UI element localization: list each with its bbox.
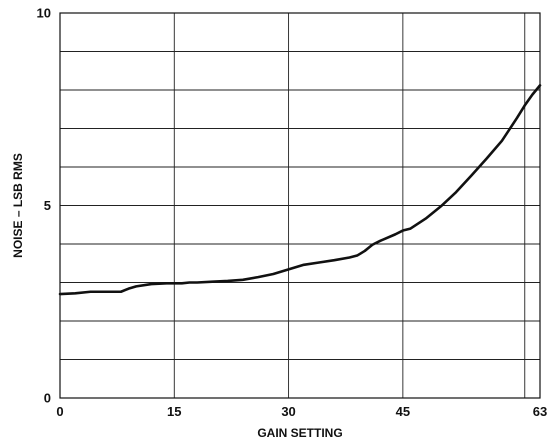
x-tick-label: 45 bbox=[396, 404, 410, 419]
y-tick-labels: 0 5 10 bbox=[37, 6, 51, 406]
x-tick-labels: 0 15 30 45 63 bbox=[56, 404, 547, 419]
x-tick-label: 15 bbox=[167, 404, 181, 419]
x-axis-title: GAIN SETTING bbox=[257, 426, 342, 440]
x-tick-label: 0 bbox=[56, 404, 63, 419]
y-tick-label: 5 bbox=[44, 198, 51, 213]
x-tick-label: 30 bbox=[281, 404, 295, 419]
x-tick-label: 63 bbox=[533, 404, 547, 419]
y-tick-label: 10 bbox=[37, 6, 51, 21]
y-axis-title: NOISE – LSB RMS bbox=[11, 153, 25, 258]
grid-lines bbox=[60, 13, 540, 398]
plot-frame bbox=[59, 12, 541, 399]
y-tick-label: 0 bbox=[44, 391, 51, 406]
series-line bbox=[58, 84, 542, 296]
